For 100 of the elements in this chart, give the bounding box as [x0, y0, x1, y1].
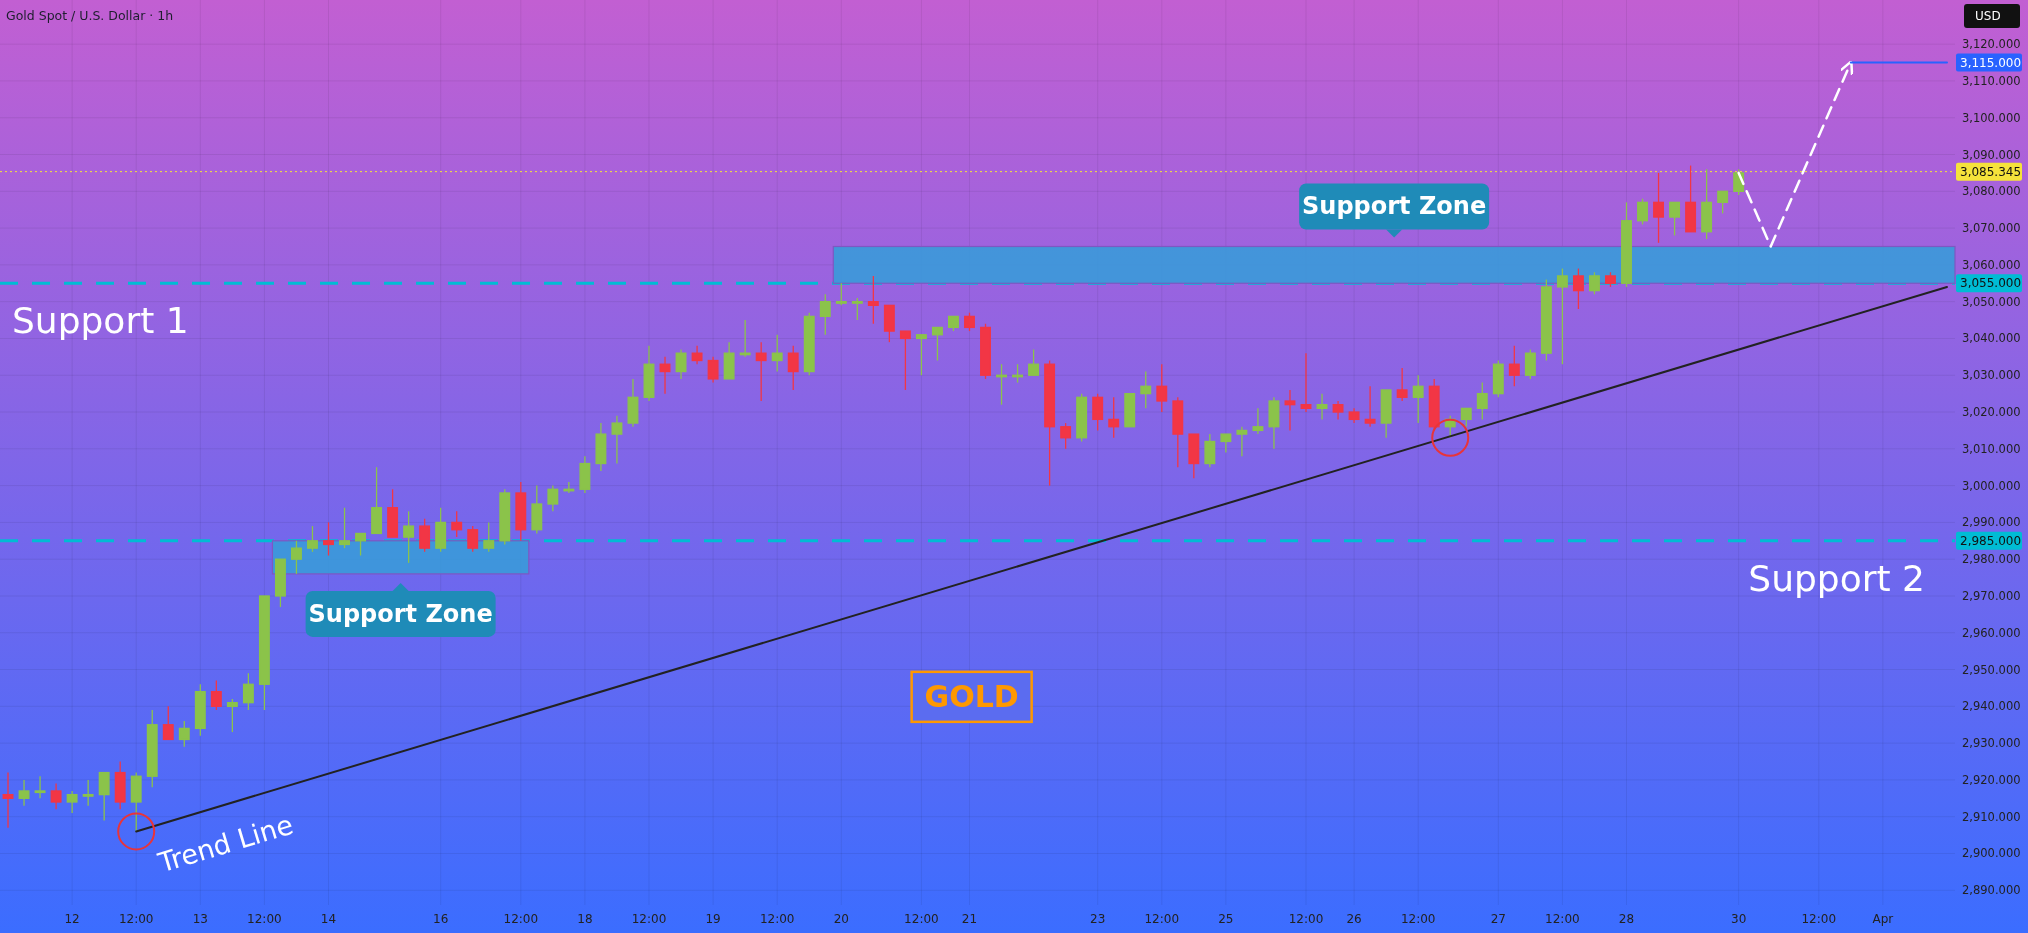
candlestick — [835, 282, 847, 306]
candlestick — [2, 771, 14, 829]
candlestick — [210, 679, 222, 711]
x-tick-label: 21 — [961, 912, 978, 926]
x-tick-label: 30 — [1731, 912, 1747, 926]
candlestick — [899, 330, 911, 391]
candlestick — [98, 771, 110, 822]
x-tick-label: 14 — [320, 912, 337, 926]
x-tick-label: 12:00 — [1545, 912, 1580, 926]
y-tick-label: 3,030.000 — [1962, 368, 2021, 383]
y-tick-label: 3,000.000 — [1962, 478, 2021, 493]
candlestick — [675, 348, 687, 380]
candlestick — [355, 532, 367, 557]
candlestick — [931, 326, 943, 362]
ref-line-label: Support 1 — [12, 300, 189, 342]
x-tick-label: 23 — [1090, 912, 1106, 926]
x-tick-label: 27 — [1490, 912, 1506, 926]
candlestick — [307, 525, 318, 553]
candlestick — [1669, 201, 1681, 237]
y-tick-label: 3,010.000 — [1962, 441, 2021, 456]
x-tick-label: 28 — [1618, 912, 1635, 926]
candlestick — [483, 521, 495, 553]
y-tick-label: 3,050.000 — [1962, 294, 2021, 309]
candlestick — [707, 356, 719, 384]
candlestick — [547, 484, 559, 513]
x-tick-label: 12:00 — [904, 912, 939, 926]
candlestick — [467, 525, 479, 553]
candlestick — [1637, 198, 1648, 226]
x-tick-label: 12:00 — [503, 912, 539, 926]
y-tick-label: 3,070.000 — [1962, 221, 2021, 236]
candlestick — [964, 312, 975, 332]
y-tick-label: 3,100.000 — [1962, 110, 2021, 125]
candlestick — [1572, 267, 1584, 310]
candlestick — [178, 720, 190, 748]
candlestick — [1364, 385, 1376, 428]
candlestick — [1284, 389, 1296, 432]
x-tick-label: Apr — [1872, 912, 1894, 926]
x-tick-label: 12:00 — [247, 912, 282, 926]
y-tick-label: 2,930.000 — [1962, 736, 2021, 751]
candlestick — [1092, 392, 1104, 432]
candlestick — [242, 672, 254, 711]
candlestick — [1508, 345, 1520, 387]
y-tick-label: 3,020.000 — [1962, 405, 2021, 420]
text: 2,985.000 — [1960, 533, 2022, 548]
y-axis-title: USD — [1975, 9, 2001, 23]
candlestick — [162, 705, 174, 741]
candlestick — [339, 507, 350, 549]
candlestick — [611, 415, 623, 465]
candlestick — [291, 540, 302, 575]
y-tick-label: 3,090.000 — [1962, 147, 2021, 162]
candlestick — [1332, 400, 1344, 421]
candlestick — [1717, 190, 1729, 215]
x-tick-label: 25 — [1218, 912, 1234, 926]
x-tick-label: 12:00 — [759, 912, 795, 926]
candlestick — [1252, 407, 1264, 435]
band-label: Support Zone — [1302, 192, 1487, 221]
y-tick-label: 3,110.000 — [1962, 73, 2021, 88]
candlestick — [50, 782, 62, 810]
candlestick — [1476, 381, 1488, 421]
y-tick-label: 2,980.000 — [1962, 552, 2021, 567]
x-tick-label: 19 — [705, 912, 721, 926]
x-tick-label: 13 — [192, 912, 208, 926]
candlestick — [1556, 267, 1568, 365]
text: Gold Spot / U.S. Dollar · 1h — [6, 8, 174, 23]
x-tick-label: 26 — [1346, 912, 1362, 926]
candlestick — [18, 779, 30, 807]
band-label: Support Zone — [308, 599, 493, 628]
y-tick-label: 2,950.000 — [1962, 662, 2021, 677]
candlestick — [851, 297, 863, 321]
y-tick-label: 2,890.000 — [1962, 883, 2021, 898]
x-tick-label: 12 — [64, 912, 80, 926]
candlestick — [1140, 370, 1152, 409]
candlestick — [771, 334, 783, 373]
candlestick — [82, 779, 94, 807]
candlestick — [1653, 172, 1664, 244]
candlestick — [34, 775, 46, 799]
candlestick — [66, 790, 78, 814]
y-tick-label: 2,990.000 — [1962, 515, 2021, 530]
y-tick-label: 2,970.000 — [1962, 588, 2021, 603]
candlestick — [1316, 392, 1328, 421]
candlestick — [1300, 352, 1312, 413]
text: 3,115.000 — [1960, 55, 2022, 70]
text: Trend Line — [153, 808, 297, 879]
candlestick — [1460, 407, 1472, 428]
y-tick-label: 3,080.000 — [1962, 184, 2021, 199]
candlestick — [1156, 363, 1168, 413]
ref-line-label: Support 2 — [1748, 557, 1925, 599]
candlestick — [787, 345, 799, 391]
x-tick-label: 18 — [577, 912, 593, 926]
candlestick — [1236, 426, 1248, 457]
x-tick-label: 12:00 — [1400, 912, 1436, 926]
x-tick-label: 12:00 — [631, 912, 667, 926]
text: 3,085.345 — [1960, 164, 2022, 179]
candlestick — [1108, 396, 1120, 439]
annotation: GOLD — [924, 679, 1019, 715]
x-tick-label: 12:00 — [1801, 912, 1837, 926]
candlestick — [1204, 433, 1216, 468]
candlestick — [403, 510, 415, 564]
candlestick — [1396, 367, 1408, 402]
candlestick — [1524, 348, 1536, 380]
